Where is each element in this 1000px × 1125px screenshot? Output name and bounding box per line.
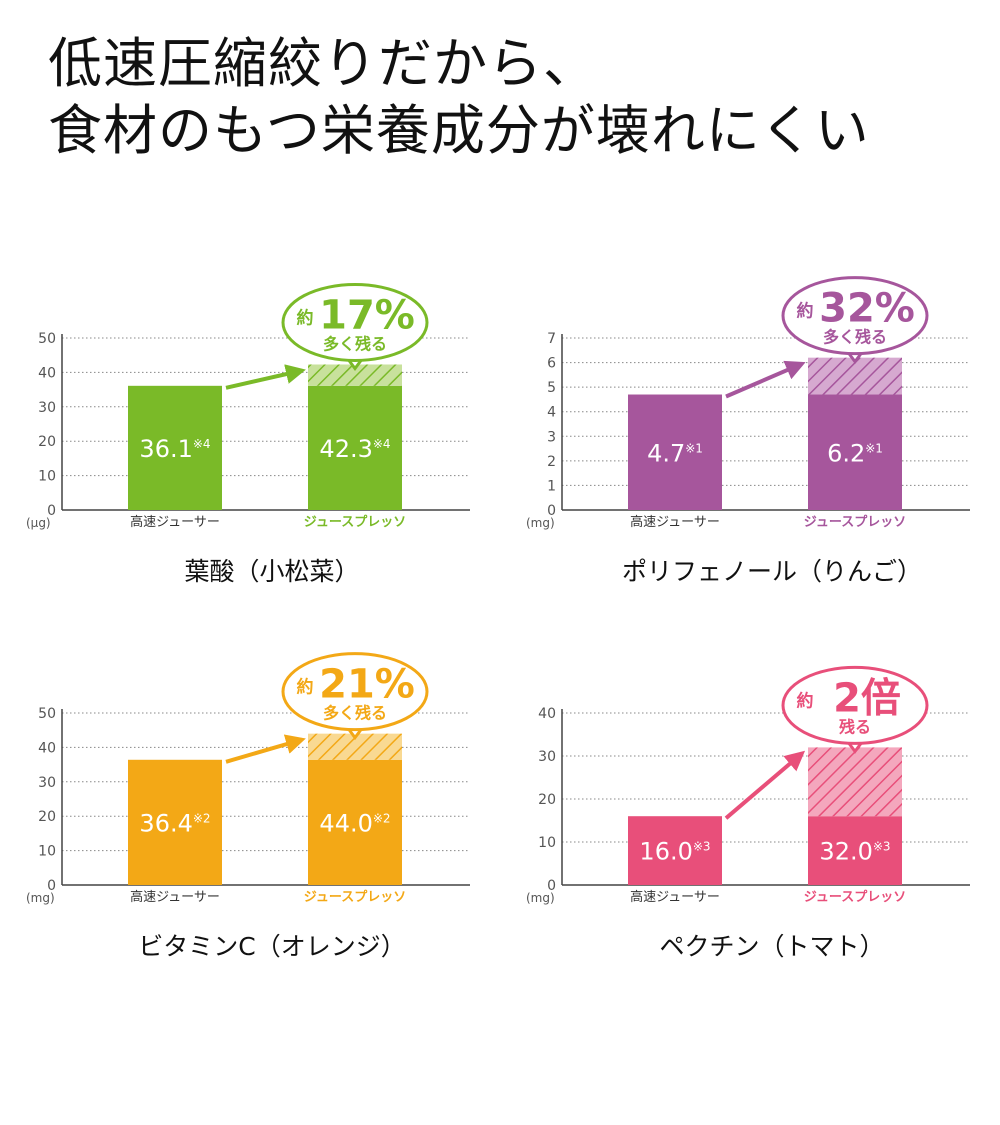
y-tick-label: 20 xyxy=(38,434,56,450)
category-label: ジュースプレッソ xyxy=(804,890,906,905)
y-tick-label: 0 xyxy=(547,503,556,519)
y-tick-label: 50 xyxy=(38,706,56,722)
value-label: 44.0※2 xyxy=(319,809,390,837)
bar-juicepresso-base xyxy=(808,816,902,885)
bar-juicepresso-base xyxy=(308,385,402,510)
chart-title: 葉酸（小松菜） xyxy=(184,557,359,586)
y-tick-label: 5 xyxy=(547,380,556,396)
bar-high-speed-juicer xyxy=(128,385,222,510)
chart-pectin: 0 10 20 30 40 (mg) 16.0※3 32.0※3 高速ジューサー ジュースプレッソ… xyxy=(526,665,970,961)
y-tick-label: 10 xyxy=(38,469,56,485)
y-tick-label: 2 xyxy=(547,454,556,470)
increase-arrow xyxy=(724,750,806,820)
y-tick-label: 4 xyxy=(547,405,556,421)
callout-pointer-mask xyxy=(839,342,871,351)
value-label: 16.0※3 xyxy=(639,838,710,866)
category-label: 高速ジューサー xyxy=(630,889,720,905)
y-tick-label: 3 xyxy=(547,429,556,445)
bar-high-speed-juicer xyxy=(628,816,722,885)
callout-value: 32% xyxy=(819,286,915,332)
bar-high-speed-juicer xyxy=(628,394,722,510)
y-tick-label: 0 xyxy=(47,503,56,519)
category-label: 高速ジューサー xyxy=(130,514,220,530)
unit-label: (μg) xyxy=(26,516,51,530)
callout-value: 21% xyxy=(319,662,415,708)
category-label: 高速ジューサー xyxy=(630,514,720,530)
increase-arrow xyxy=(225,364,306,390)
bar-juicepresso-base xyxy=(308,759,402,885)
callout-bubble xyxy=(781,665,929,745)
callout-bubble xyxy=(281,282,429,362)
callout-text: 多く残る xyxy=(823,328,887,347)
value-label: 36.4※2 xyxy=(139,809,210,837)
bar-juicepresso-extra xyxy=(308,364,402,386)
headline: 低速圧縮絞りだから、 食材のもつ栄養成分が壊れにくい xyxy=(48,30,870,164)
chart-vitamin-c: 0 10 20 30 40 50 (mg) 36.4※2 44.0※2 高速ジューサー ジュースプレ… xyxy=(26,652,470,961)
callout-text: 多く残る xyxy=(323,334,387,353)
callout-prefix: 約 xyxy=(797,301,814,322)
callout-value: 17% xyxy=(319,292,415,338)
increase-arrow xyxy=(225,734,306,764)
callout-prefix: 約 xyxy=(797,690,814,711)
callout-pointer-mask xyxy=(839,732,871,741)
y-tick-label: 0 xyxy=(47,878,56,894)
category-label: ジュースプレッソ xyxy=(304,890,406,905)
value-label: 6.2※1 xyxy=(827,439,883,467)
unit-label: (mg) xyxy=(526,516,555,530)
chart-title: ビタミンC（オレンジ） xyxy=(138,932,405,961)
y-tick-label: 20 xyxy=(38,809,56,825)
headline-line-2: 食材のもつ栄養成分が壊れにくい xyxy=(48,99,870,162)
bar-juicepresso-base xyxy=(808,394,902,510)
callout-prefix: 約 xyxy=(297,307,314,328)
callout-value: 2倍 xyxy=(833,675,901,721)
y-tick-label: 6 xyxy=(547,356,556,372)
value-label: 36.1※4 xyxy=(139,435,210,463)
y-tick-label: 40 xyxy=(38,740,56,756)
unit-label: (mg) xyxy=(26,891,55,905)
headline-line-1: 低速圧縮絞りだから、 xyxy=(48,32,598,95)
value-label: 32.0※3 xyxy=(819,838,890,866)
callout-text: 多く残る xyxy=(323,704,387,723)
y-tick-label: 20 xyxy=(538,792,556,808)
chart-polyphenol: 0 1 2 3 4 5 6 7 (mg) 4.7※1 6.2※1 高速ジューサー ジュースプレッソ 約 32… xyxy=(526,276,970,586)
y-tick-label: 10 xyxy=(538,835,556,851)
callout-pointer-mask xyxy=(339,718,371,727)
bar-juicepresso-extra xyxy=(808,747,902,817)
value-label: 4.7※1 xyxy=(647,439,703,467)
y-tick-label: 40 xyxy=(38,365,56,381)
callout-bubble xyxy=(281,652,429,732)
y-tick-label: 40 xyxy=(538,706,556,722)
increase-arrow xyxy=(725,360,806,399)
unit-label: (mg) xyxy=(526,891,555,905)
y-tick-label: 30 xyxy=(38,400,56,416)
y-tick-label: 1 xyxy=(547,478,556,494)
y-tick-label: 30 xyxy=(538,749,556,765)
category-label: ジュースプレッソ xyxy=(804,515,906,530)
callout-pointer-mask xyxy=(339,349,371,358)
chart-folic-acid: 0 10 20 30 40 50 (μg) 36.1※4 42.3※4 高速ジューサー ジュースプレ… xyxy=(26,282,470,586)
y-tick-label: 7 xyxy=(547,331,556,347)
bar-high-speed-juicer xyxy=(128,759,222,885)
callout-text: 残る xyxy=(839,717,871,736)
callout-bubble xyxy=(781,276,929,356)
y-tick-label: 0 xyxy=(547,878,556,894)
y-tick-label: 10 xyxy=(38,844,56,860)
category-label: ジュースプレッソ xyxy=(304,515,406,530)
chart-title: ペクチン（トマト） xyxy=(659,932,884,961)
chart-title: ポリフェノール（りんご） xyxy=(622,557,922,586)
value-label: 42.3※4 xyxy=(319,435,390,463)
y-tick-label: 50 xyxy=(38,331,56,347)
category-label: 高速ジューサー xyxy=(130,889,220,905)
y-tick-label: 30 xyxy=(38,775,56,791)
callout-prefix: 約 xyxy=(297,677,314,698)
